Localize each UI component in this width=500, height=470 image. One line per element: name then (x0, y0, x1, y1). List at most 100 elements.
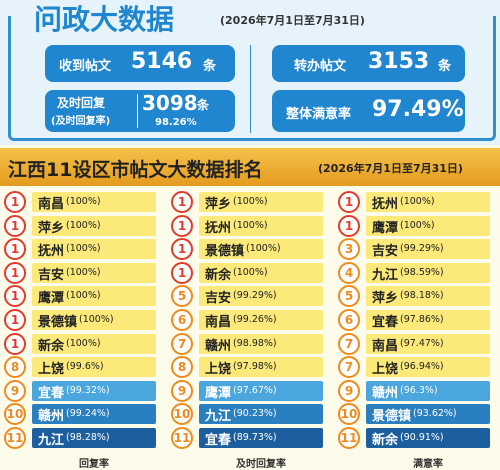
row: 南昌 (100%) (32, 192, 156, 212)
row: 宜春 (89.73%) (199, 428, 323, 448)
unit: 条 (203, 59, 217, 74)
column-footer: 回复率 (79, 459, 109, 470)
rate: (98.98%) (233, 337, 277, 349)
rank: 1 (171, 261, 193, 284)
unit: 条 (438, 59, 452, 74)
rate: (99.26%) (233, 314, 277, 325)
rate: (98.59%) (400, 266, 444, 278)
rate: (100%) (246, 243, 281, 255)
stat-transferred: 转办帖文 3153 条 (272, 45, 465, 82)
row: 吉安 (100%) (32, 262, 156, 283)
rate: (100%) (66, 196, 101, 207)
city: 赣州 (38, 409, 65, 425)
row: 九江 (90.23%) (199, 404, 323, 425)
city: 景德镇 (372, 409, 412, 425)
city: 景德镇 (205, 244, 245, 260)
city: 萍乡 (372, 291, 399, 307)
rate: (100%) (233, 266, 268, 278)
row: 鹰潭 (100%) (32, 286, 156, 307)
rate: (100%) (233, 219, 268, 231)
city: 抚州 (372, 197, 399, 212)
rate: (99.32%) (66, 384, 110, 396)
rank: 4 (338, 261, 360, 284)
city: 宜春 (372, 315, 399, 330)
rank: 6 (338, 309, 360, 331)
rate: (89.73%) (233, 432, 277, 443)
rank: 1 (4, 238, 26, 261)
rank: 1 (171, 238, 193, 261)
city: 南昌 (372, 338, 399, 354)
rate: (100%) (66, 290, 101, 302)
city: 景德镇 (38, 315, 78, 330)
rank: 1 (338, 214, 360, 237)
row: 景德镇 (100%) (199, 239, 323, 260)
column-footer: 满意率 (413, 459, 443, 470)
rank: 5 (171, 285, 193, 308)
rank: 1 (4, 214, 26, 237)
rank: 9 (171, 379, 193, 402)
rate: (93.62%) (413, 408, 457, 420)
city: 鹰潭 (205, 385, 232, 401)
rank: 11 (338, 427, 360, 449)
rank: 1 (4, 191, 26, 213)
rank: 1 (338, 191, 360, 213)
rate: (100%) (66, 266, 101, 278)
banner-date: (2026年7月1日至7月31日) (318, 162, 463, 175)
row: 吉安 (99.29%) (199, 286, 323, 307)
rate: (97.86%) (400, 314, 444, 325)
row: 九江 (98.28%) (32, 428, 156, 448)
rank: 1 (4, 285, 26, 308)
row: 萍乡 (98.18%) (366, 286, 490, 307)
rate: 98.26% (155, 117, 197, 128)
rank: 5 (338, 285, 360, 308)
label: 收到帖文 (59, 59, 112, 74)
row: 景德镇 (100%) (32, 310, 156, 330)
row: 九江 (98.59%) (366, 262, 490, 283)
title: 问政大数据 (28, 0, 181, 38)
rank: 1 (171, 191, 193, 213)
rate: (99.29%) (400, 243, 444, 255)
city: 上饶 (205, 362, 232, 378)
rate: (100%) (66, 243, 101, 255)
row: 抚州 (100%) (199, 215, 323, 236)
city: 九江 (372, 267, 399, 283)
row: 景德镇 (93.62%) (366, 404, 490, 425)
row: 赣州 (99.24%) (32, 404, 156, 425)
rate: (100%) (79, 314, 114, 325)
rate: (98.28%) (66, 432, 110, 443)
rank: 7 (338, 332, 360, 355)
rate: (90.23%) (233, 408, 277, 420)
rate: (99.29%) (233, 290, 277, 302)
stat-satisfaction: 整体满意率 97.49% (272, 90, 465, 132)
row: 新余 (90.91%) (366, 428, 490, 448)
row: 吉安 (99.29%) (366, 239, 490, 260)
rate: (97.47%) (400, 337, 444, 349)
rank: 9 (338, 379, 360, 402)
rank: 11 (4, 427, 26, 449)
value: 3153 (368, 49, 430, 74)
rank: 7 (338, 356, 360, 379)
rate: (100%) (233, 196, 268, 207)
label: 及时回复 (57, 96, 106, 110)
banner: 江西11设区市帖文大数据排名 (2026年7月1日至7月31日) (0, 148, 500, 186)
rate: (100%) (66, 337, 101, 349)
date: (2026年7月1日至7月31日) (220, 14, 365, 27)
city: 新余 (372, 433, 399, 448)
rank: 11 (171, 427, 193, 449)
row: 宜春 (99.32%) (32, 380, 156, 401)
rate: (98.18%) (400, 290, 444, 302)
divider (250, 45, 251, 133)
row: 新余 (100%) (199, 262, 323, 283)
row: 南昌 (97.47%) (366, 333, 490, 354)
row: 赣州 (96.3%) (366, 380, 490, 401)
value: 5146 (131, 49, 193, 74)
value: 3098 (142, 91, 198, 115)
rank: 1 (4, 332, 26, 355)
row: 南昌 (99.26%) (199, 310, 323, 330)
sublabel: (及时回复率) (51, 116, 111, 127)
banner-title: 江西11设区市帖文大数据排名 (8, 159, 263, 181)
rate: (96.3%) (400, 384, 438, 396)
header-frame (8, 16, 496, 141)
unit: 条 (197, 98, 210, 112)
city: 抚州 (38, 244, 65, 260)
